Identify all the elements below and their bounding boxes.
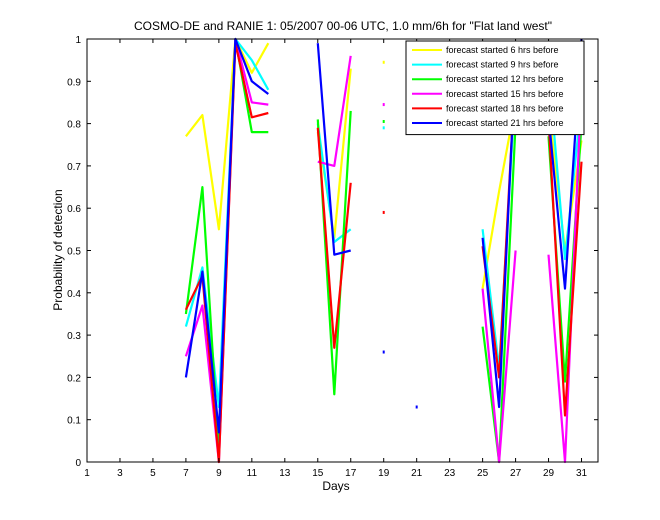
y-tick-label: 0.9	[67, 77, 81, 88]
y-axis-ticks: 0 0.1 0.2 0.3 0.4 0.5 0.6 0.7 0.8 0.9 1	[67, 35, 598, 469]
series-line	[184, 37, 269, 434]
y-tick-label: 0.2	[67, 373, 81, 384]
legend-entry-label: forecast started 18 hrs before	[446, 103, 564, 113]
series-line	[185, 37, 270, 231]
x-tick-label: 11	[247, 468, 258, 479]
y-axis-label: Probability of detection	[51, 189, 65, 310]
series-line	[316, 127, 352, 349]
legend: forecast started 6 hrs before forecast st…	[405, 40, 585, 136]
y-tick-label: 1	[75, 35, 81, 46]
y-tick-label: 0.4	[67, 289, 81, 300]
legend-entry-label: forecast started 6 hrs before	[446, 45, 559, 55]
legend-entry-label: forecast started 21 hrs before	[446, 118, 564, 128]
y-tick-label: 0.3	[67, 331, 81, 342]
series-line	[547, 119, 583, 417]
x-tick-label: 31	[576, 468, 588, 479]
legend-box	[405, 40, 585, 136]
series-line	[481, 55, 517, 409]
x-tick-label: 5	[150, 468, 156, 479]
y-tick-label: 0.5	[67, 247, 81, 258]
legend-entry-label: forecast started 12 hrs before	[446, 74, 564, 84]
y-tick-label: 0.8	[67, 120, 81, 131]
chart-title: COSMO-DE and RANIE 1: 05/2007 00-06 UTC,…	[134, 19, 552, 33]
x-tick-label: 15	[312, 468, 324, 479]
legend-entry-label: forecast started 15 hrs before	[446, 89, 564, 99]
y-tick-label: 0	[75, 458, 81, 469]
x-axis-ticks: 1 3 5 7 9 11 13 15 17 19 21 23 25 27 29 31	[84, 39, 588, 479]
x-tick-label: 29	[543, 468, 555, 479]
series-line	[316, 43, 351, 256]
x-tick-label: 1	[84, 468, 90, 479]
x-tick-label: 23	[444, 468, 456, 479]
x-tick-label: 9	[216, 468, 222, 479]
y-tick-label: 0.6	[67, 204, 81, 215]
x-tick-label: 17	[345, 468, 357, 479]
x-tick-label: 13	[279, 468, 291, 479]
x-tick-label: 25	[477, 468, 489, 479]
x-tick-label: 21	[411, 468, 423, 479]
y-tick-label: 0.1	[67, 416, 81, 427]
y-tick-label: 0.7	[67, 162, 81, 173]
x-axis-label: Days	[322, 479, 349, 493]
series-line	[317, 55, 352, 167]
x-tick-label: 19	[378, 468, 390, 479]
legend-entry-label: forecast started 9 hrs before	[446, 60, 559, 70]
x-tick-label: 7	[183, 468, 189, 479]
x-tick-label: 3	[117, 468, 123, 479]
x-tick-label: 27	[510, 468, 522, 479]
